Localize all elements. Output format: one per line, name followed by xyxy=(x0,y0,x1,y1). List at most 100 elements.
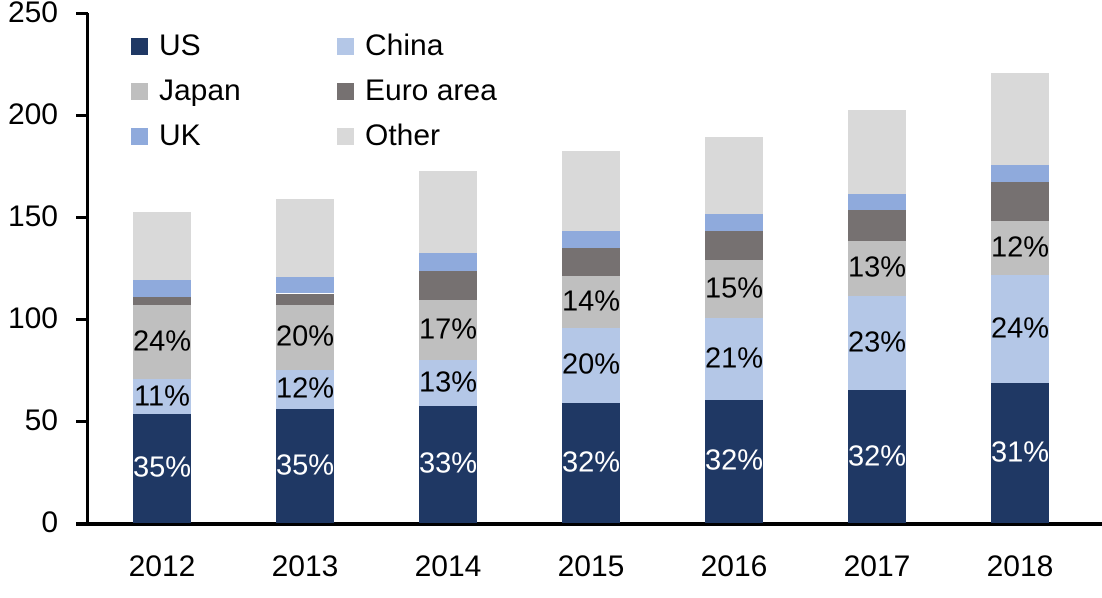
bar-segment-uk xyxy=(276,277,334,294)
bar-segment-label: 33% xyxy=(418,447,478,480)
x-tick-label: 2015 xyxy=(557,550,625,583)
bar-segment-us: 32% xyxy=(704,399,764,523)
y-tick-label: 150 xyxy=(7,200,58,233)
bar-segment-uk xyxy=(991,164,1049,183)
bar-segment-label: 35% xyxy=(275,449,335,482)
bar-segment-label: 20% xyxy=(561,348,621,381)
bar-segment-china: 23% xyxy=(847,295,907,391)
bar-segment-label: 23% xyxy=(847,326,907,359)
legend-label: China xyxy=(365,29,444,62)
legend-label: Other xyxy=(365,119,441,152)
bar-segment-euro-area xyxy=(991,182,1049,222)
bar-segment-label: 32% xyxy=(847,440,907,473)
bar-segment-japan: 24% xyxy=(132,304,192,380)
legend-item-euro-area: Euro area xyxy=(337,76,497,106)
legend-swatch-icon xyxy=(337,127,354,145)
bar-segment-us: 32% xyxy=(561,402,621,523)
x-tick-label: 2017 xyxy=(843,550,911,583)
bar-segment-china: 13% xyxy=(418,359,478,406)
bar-segment-label: 13% xyxy=(847,251,907,284)
bar-segment-uk xyxy=(419,252,477,272)
legend-label: Euro area xyxy=(365,74,497,107)
x-tick-label: 2013 xyxy=(271,550,339,583)
y-axis-line xyxy=(86,13,89,526)
bar-segment-euro-area xyxy=(848,209,906,242)
bar-segment-label: 12% xyxy=(990,231,1050,264)
bar-segment-label: 31% xyxy=(990,436,1050,469)
bar-segment-uk xyxy=(705,213,763,232)
y-axis-tick xyxy=(76,420,88,423)
x-tick-label: 2012 xyxy=(128,550,196,583)
x-tick-label: 2016 xyxy=(700,550,768,583)
bar-segment-us: 35% xyxy=(275,408,335,523)
bar-segment-label: 11% xyxy=(134,380,190,412)
bar-segment-japan: 12% xyxy=(990,221,1050,276)
y-axis-tick xyxy=(76,522,88,525)
y-axis-tick xyxy=(76,12,88,15)
bar-segment-label: 24% xyxy=(132,325,192,358)
y-tick-label: 50 xyxy=(24,404,58,437)
bar-segment-label: 14% xyxy=(561,285,621,318)
bar-segment-china: 21% xyxy=(704,317,764,400)
bar-segment-label: 21% xyxy=(704,342,764,375)
x-tick-label: 2018 xyxy=(986,550,1054,583)
bar-segment-other xyxy=(133,211,191,281)
bar-segment-label: 35% xyxy=(132,451,192,484)
legend-label: US xyxy=(159,29,201,62)
bar-segment-label: 15% xyxy=(704,272,764,305)
bar-segment-label: 20% xyxy=(275,320,335,353)
legend-label: UK xyxy=(159,119,201,152)
y-axis-tick xyxy=(76,318,88,321)
bar-segment-label: 17% xyxy=(418,313,478,346)
x-tick-label: 2014 xyxy=(414,550,482,583)
bar-segment-euro-area xyxy=(419,271,477,300)
bar-segment-us: 35% xyxy=(132,413,192,523)
legend-swatch-icon xyxy=(131,127,148,145)
y-tick-label: 250 xyxy=(7,0,58,29)
y-axis-tick xyxy=(76,114,88,117)
legend-label: Japan xyxy=(159,74,241,107)
x-axis-line xyxy=(76,522,1102,526)
legend-item-us: US xyxy=(131,31,201,61)
bar-segment-china: 12% xyxy=(276,370,334,409)
bar-segment-label: 13% xyxy=(418,366,478,399)
bar-segment-japan: 17% xyxy=(418,299,478,360)
legend-swatch-icon xyxy=(131,37,148,55)
bar-segment-japan: 14% xyxy=(561,276,621,329)
bar-segment-us: 31% xyxy=(991,383,1049,523)
legend-swatch-icon xyxy=(131,82,148,100)
bar-segment-other xyxy=(848,109,906,194)
bar-segment-euro-area xyxy=(133,296,191,305)
bar-segment-china: 24% xyxy=(990,275,1050,384)
legend-item-china: China xyxy=(337,31,443,61)
legend-item-japan: Japan xyxy=(131,76,241,106)
bar-segment-china: 11% xyxy=(133,379,191,414)
bar-segment-us: 33% xyxy=(418,405,478,523)
bar-segment-other xyxy=(276,198,334,278)
bar-segment-label: 24% xyxy=(990,312,1050,345)
bar-segment-label: 32% xyxy=(704,444,764,477)
bar-segment-uk xyxy=(562,231,620,248)
bar-segment-other xyxy=(562,150,620,232)
bar-segment-euro-area xyxy=(705,231,763,260)
legend-item-uk: UK xyxy=(131,121,201,151)
bar-segment-other xyxy=(991,73,1049,165)
bar-segment-uk xyxy=(848,193,906,210)
y-tick-label: 200 xyxy=(7,98,58,131)
bar-segment-other xyxy=(419,171,477,253)
bar-segment-label: 32% xyxy=(561,446,621,479)
legend-swatch-icon xyxy=(337,82,354,100)
bar-segment-euro-area xyxy=(562,247,620,277)
bar-segment-euro-area xyxy=(276,293,334,305)
y-tick-label: 100 xyxy=(7,302,58,335)
bar-segment-japan: 20% xyxy=(275,304,335,370)
legend-swatch-icon xyxy=(337,37,354,55)
bar-segment-japan: 13% xyxy=(847,241,907,296)
bar-segment-us: 32% xyxy=(848,390,906,523)
bar-segment-china: 20% xyxy=(561,328,621,403)
y-axis-tick xyxy=(76,216,88,219)
legend-item-other: Other xyxy=(337,121,440,151)
bar-segment-uk xyxy=(133,280,191,297)
y-tick-label: 0 xyxy=(41,506,58,539)
